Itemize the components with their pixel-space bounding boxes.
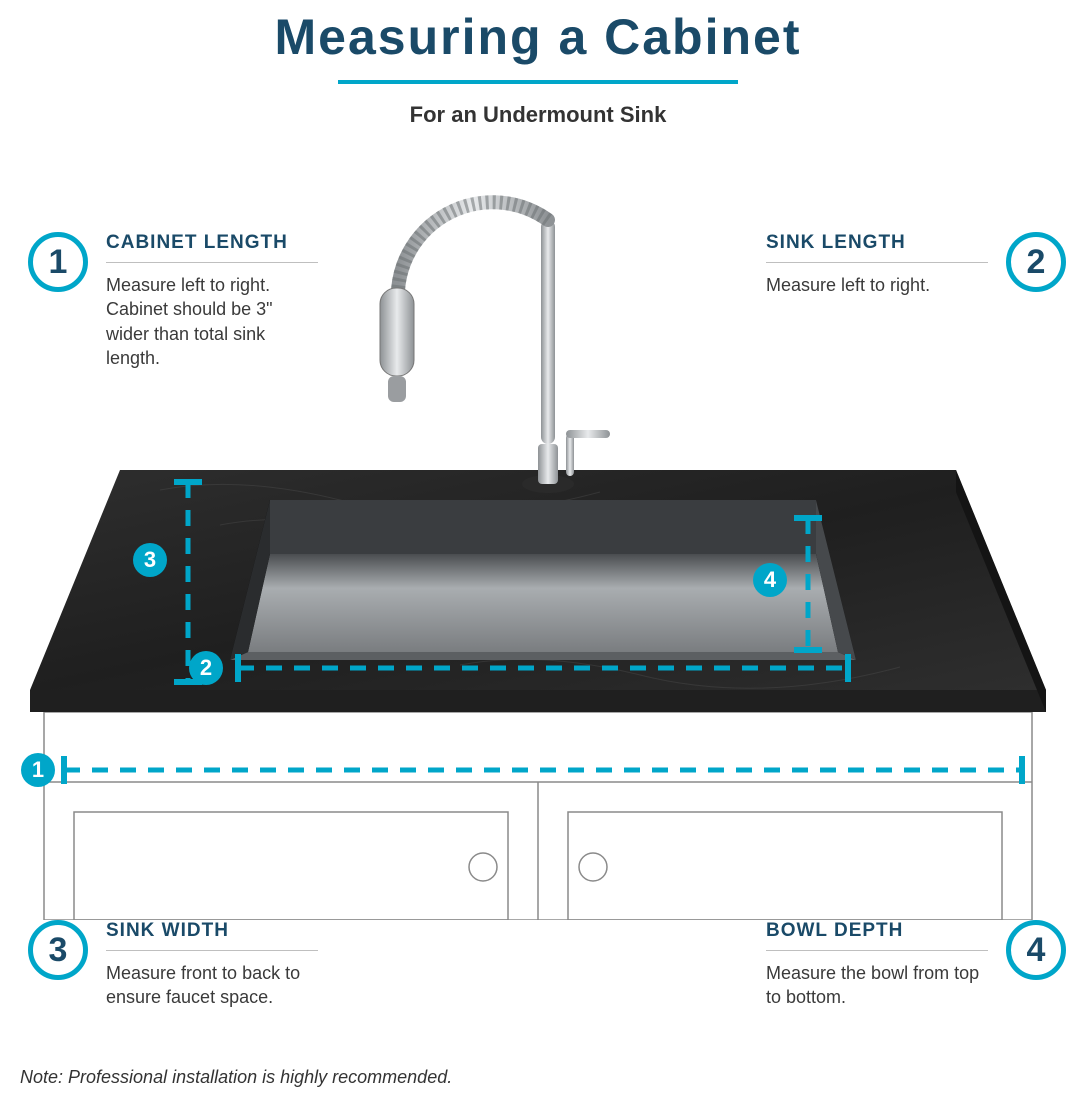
subtitle: For an Undermount Sink <box>0 102 1076 128</box>
svg-text:2: 2 <box>200 655 212 680</box>
footer-note: Note: Professional installation is highl… <box>20 1067 452 1088</box>
callout-number-4: 4 <box>1006 920 1066 980</box>
callout-sink-width: 3 SINK WIDTH Measure front to back to en… <box>28 920 318 1010</box>
svg-text:3: 3 <box>144 547 156 572</box>
callout-number-3: 3 <box>28 920 88 980</box>
callout-bowl-depth: 4 BOWL DEPTH Measure the bowl from top t… <box>766 920 1066 1010</box>
svg-text:4: 4 <box>764 567 777 592</box>
callout-desc: Measure the bowl from top to bottom. <box>766 961 988 1010</box>
page-title: Measuring a Cabinet <box>0 0 1076 66</box>
title-underline <box>338 80 738 84</box>
sink-diagram: 1 2 3 4 <box>0 160 1076 925</box>
svg-text:1: 1 <box>32 757 44 782</box>
callout-desc: Measure front to back to ensure faucet s… <box>106 961 318 1010</box>
